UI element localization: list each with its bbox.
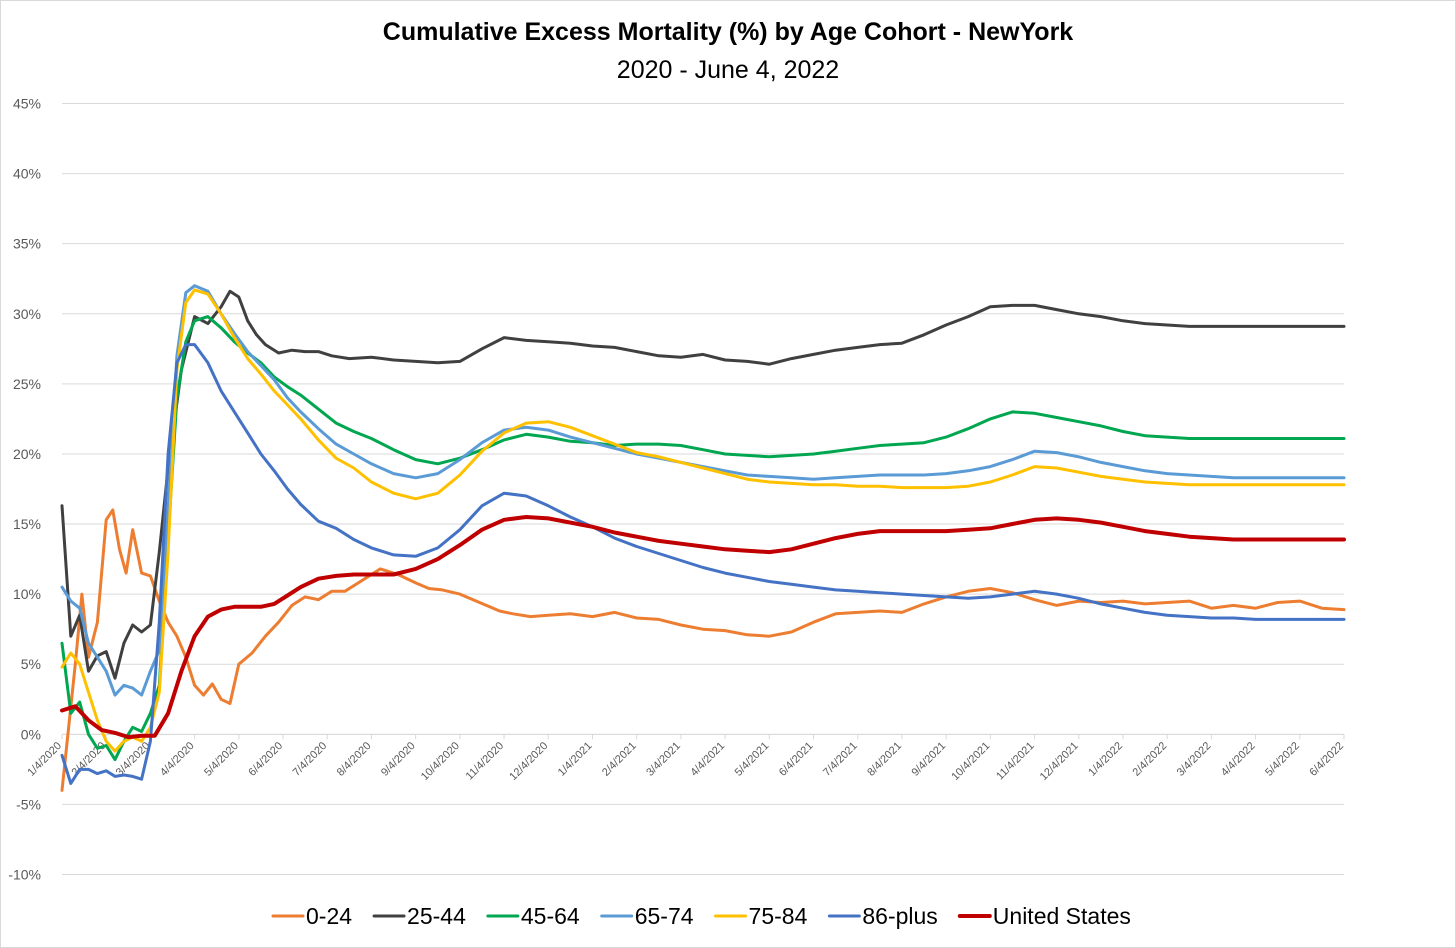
x-tick-label: 2/4/2022 [1131, 740, 1170, 779]
y-tick-label: -10% [8, 867, 41, 883]
x-tick-label: 6/4/2020 [246, 740, 285, 779]
x-tick-label: 5/4/2022 [1263, 740, 1302, 779]
x-tick-label: 9/4/2020 [379, 740, 418, 779]
legend-label-0-24: 0-24 [306, 903, 352, 929]
legend-label-86-plus: 86-plus [862, 903, 937, 929]
x-tick-label: 3/4/2021 [644, 740, 683, 779]
legend-label-45-64: 45-64 [521, 903, 580, 929]
x-tick-label: 4/4/2021 [688, 740, 727, 779]
x-axis-ticks: 1/4/2020 2/4/2020 3/4/2020 4/4/2020 5/4/2020… [25, 734, 1346, 783]
series-line-65-74 [60, 284, 1346, 697]
y-axis-ticks: 45% 40% 35% 30% 25% 20% 15% 10% 5% 0% -5% -10% [8, 96, 41, 883]
legend-label-65-74: 65-74 [635, 903, 694, 929]
legend-label-united-states: United States [993, 903, 1131, 929]
legend: 0-24 25-44 45-64 65-74 75-84 86-plus United St… [271, 903, 1131, 929]
x-tick-label: 1/4/2021 [556, 740, 595, 779]
y-tick-label: 40% [13, 166, 41, 182]
y-tick-label: 5% [21, 656, 41, 672]
legend-label-25-44: 25-44 [407, 903, 466, 929]
x-tick-label: 6/4/2021 [777, 740, 816, 779]
x-tick-label: 5/4/2020 [202, 740, 241, 779]
y-tick-label: 30% [13, 306, 41, 322]
y-tick-label: -5% [16, 796, 41, 812]
x-tick-label: 7/4/2020 [291, 740, 330, 779]
series-line-45-64 [60, 315, 1346, 762]
x-tick-label: 1/4/2022 [1086, 740, 1125, 779]
x-tick-label: 12/4/2021 [1038, 740, 1081, 783]
series-line-united-states [60, 515, 1346, 740]
x-tick-label: 1/4/2020 [25, 740, 64, 779]
y-tick-label: 25% [13, 376, 41, 392]
x-tick-label: 9/4/2021 [909, 740, 948, 779]
x-tick-label: 8/4/2021 [865, 740, 904, 779]
x-tick-label: 12/4/2020 [507, 740, 550, 783]
x-tick-label: 6/4/2022 [1307, 740, 1346, 779]
y-tick-label: 0% [21, 726, 41, 742]
series-line-25-44 [60, 289, 1346, 680]
series-line-86-plus [60, 343, 1346, 785]
chart-subtitle: 2020 - June 4, 2022 [617, 56, 839, 84]
x-tick-label: 4/4/2022 [1219, 740, 1258, 779]
x-tick-label: 11/4/2020 [464, 740, 507, 783]
legend-label-75-84: 75-84 [749, 903, 808, 929]
y-tick-label: 10% [13, 586, 41, 602]
series-lines [60, 284, 1346, 792]
x-tick-label: 2/4/2021 [600, 740, 639, 779]
x-tick-label: 7/4/2021 [821, 740, 860, 779]
y-tick-label: 15% [13, 516, 41, 532]
series-line-0-24 [60, 508, 1346, 792]
y-tick-label: 35% [13, 236, 41, 252]
x-tick-label: 8/4/2020 [335, 740, 374, 779]
x-tick-label: 11/4/2021 [994, 740, 1037, 783]
series-line-75-84 [60, 288, 1346, 753]
y-tick-label: 45% [13, 96, 41, 112]
chart-title: Cumulative Excess Mortality (%) by Age C… [383, 18, 1074, 46]
x-tick-label: 10/4/2020 [419, 740, 462, 783]
x-tick-label: 5/4/2021 [733, 740, 772, 779]
y-tick-label: 20% [13, 446, 41, 462]
x-tick-label: 4/4/2020 [158, 740, 197, 779]
x-tick-label: 3/4/2022 [1175, 740, 1214, 779]
x-tick-label: 10/4/2021 [949, 740, 992, 783]
